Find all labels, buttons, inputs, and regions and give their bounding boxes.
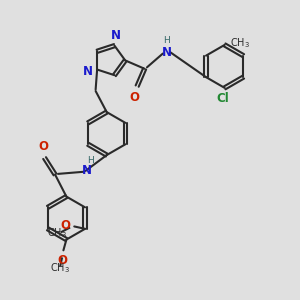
Text: H: H (163, 37, 170, 46)
Text: CH$_3$: CH$_3$ (47, 226, 67, 240)
Text: N: N (82, 164, 92, 177)
Text: N: N (82, 64, 93, 77)
Text: O: O (130, 92, 140, 104)
Text: Cl: Cl (217, 92, 230, 105)
Text: CH$_3$: CH$_3$ (230, 37, 250, 50)
Text: O: O (38, 140, 48, 153)
Text: CH$_3$: CH$_3$ (50, 261, 70, 275)
Text: N: N (161, 46, 171, 59)
Text: N: N (111, 29, 121, 42)
Text: O: O (61, 219, 71, 232)
Text: H: H (87, 156, 94, 165)
Text: O: O (57, 254, 67, 267)
